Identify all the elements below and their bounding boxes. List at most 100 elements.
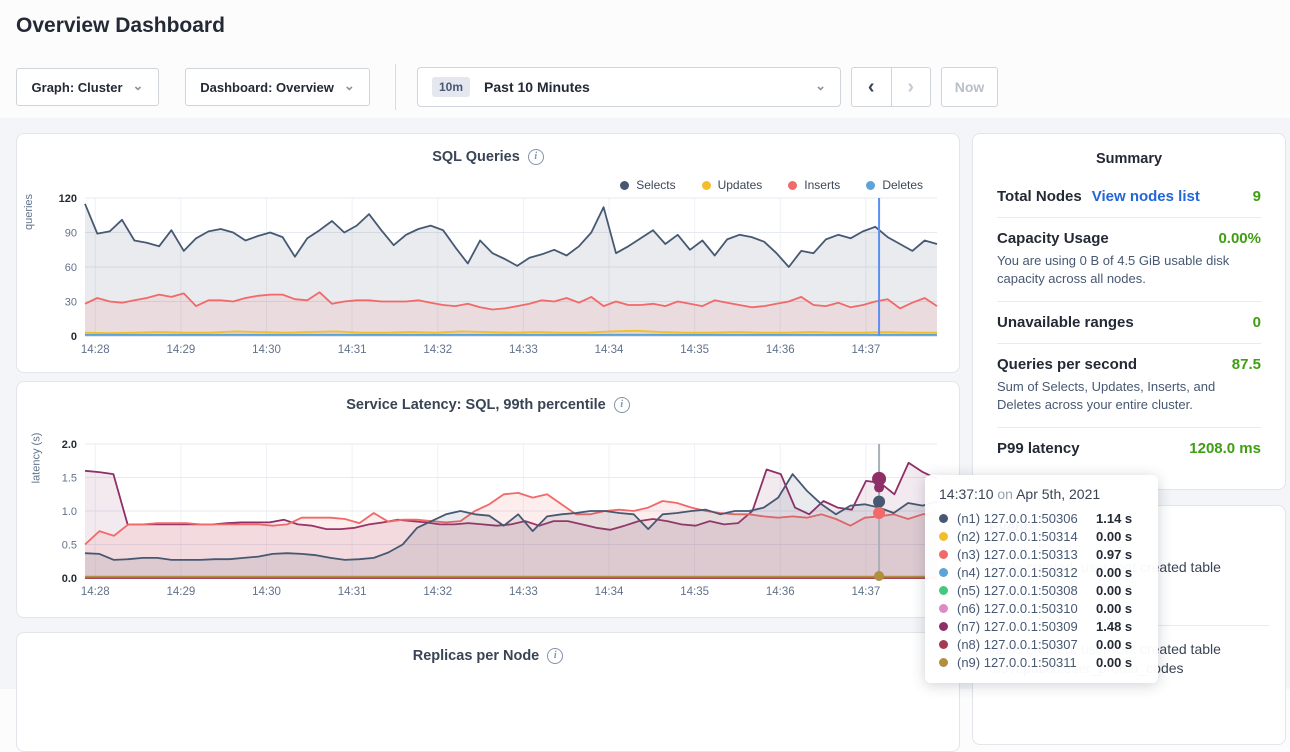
tooltip-node-value: 1.48 s [1096,619,1144,634]
sql-queries-card: SQL Queries i SelectsUpdatesInsertsDelet… [16,133,960,373]
unavailable-ranges-row: Unavailable ranges 0 [997,302,1261,344]
tooltip-node-value: 0.00 s [1096,637,1144,652]
svg-text:90: 90 [65,228,77,240]
sql-queries-chart[interactable]: 14:2814:2914:3014:3114:3214:3314:3414:35… [29,192,947,360]
chart-title: Replicas per Node [413,648,540,664]
svg-text:60: 60 [65,262,77,274]
svg-text:14:36: 14:36 [766,344,795,356]
svg-text:0: 0 [71,331,77,343]
svg-text:14:37: 14:37 [851,586,880,598]
inserts-series-dot-icon [788,181,797,190]
queries-per-second-value: 87.5 [1232,356,1261,373]
tooltip-row: (n1) 127.0.0.1:503061.14 s [939,509,1144,527]
info-icon[interactable]: i [547,648,563,664]
chevron-left-icon: ‹ [868,76,875,99]
legend-label: Selects [636,178,675,192]
time-pager: ‹ › [851,67,931,107]
legend-item: Deletes [866,178,923,192]
legend-item: Updates [702,178,763,192]
legend-item: Selects [620,178,675,192]
chevron-down-icon: ⌄ [344,79,355,92]
tooltip-node-value: 0.97 s [1096,547,1144,562]
legend-item: Inserts [788,178,840,192]
tooltip-node-value: 0.00 s [1096,583,1144,598]
tooltip-time: 14:37:10 [939,486,994,502]
tooltip-node-label: (n4) 127.0.0.1:50312 [957,565,1078,580]
view-nodes-list-link[interactable]: View nodes list [1092,188,1200,205]
tooltip-row: (n8) 127.0.0.1:50307 0.00 s [939,635,1144,653]
tooltip-node-value: 0.00 s [1096,529,1144,544]
tooltip-node-label: (n8) 127.0.0.1:50307 [957,637,1078,652]
node-color-dot-icon [939,568,948,577]
p99-latency-value: 1208.0 ms [1189,440,1261,457]
svg-text:14:29: 14:29 [166,344,195,356]
queries-per-second-label: Queries per second [997,356,1137,373]
svg-text:14:30: 14:30 [252,344,281,356]
node-color-dot-icon [939,640,948,649]
node-color-dot-icon [939,622,948,631]
time-range-badge: 10m [432,77,470,97]
dashboard-dropdown[interactable]: Dashboard: Overview ⌄ [185,68,370,106]
tooltip-node-value: 0.00 s [1096,565,1144,580]
deletes-series-dot-icon [866,181,875,190]
service-latency-title-row: Service Latency: SQL, 99th percentile i [17,397,959,413]
svg-text:14:33: 14:33 [509,586,538,598]
svg-text:1.5: 1.5 [62,473,77,485]
dashboard-dropdown-label: Dashboard: Overview [200,80,334,95]
prev-time-button[interactable]: ‹ [852,68,892,106]
sql-queries-legend: Selects Updates Inserts Deletes [620,178,923,192]
p99-latency-row: P99 latency 1208.0 ms [997,428,1261,469]
info-icon[interactable]: i [528,149,544,165]
svg-text:14:32: 14:32 [423,586,452,598]
svg-text:14:34: 14:34 [595,344,624,356]
graph-dropdown[interactable]: Graph: Cluster ⌄ [16,68,159,106]
svg-text:14:31: 14:31 [338,344,367,356]
now-button[interactable]: Now [941,67,998,107]
svg-text:14:33: 14:33 [509,344,538,356]
total-nodes-row: Total Nodes View nodes list 9 [997,176,1261,218]
chevron-down-icon: ⌄ [133,79,144,92]
svg-text:14:29: 14:29 [166,586,195,598]
tooltip-node-value: 0.00 s [1096,655,1144,670]
capacity-usage-value: 0.00% [1218,230,1261,247]
svg-text:14:35: 14:35 [680,586,709,598]
tooltip-row: (n7) 127.0.0.1:503091.48 s [939,617,1144,635]
chart-title: Service Latency: SQL, 99th percentile [346,397,606,413]
tooltip-node-value: 1.14 s [1096,511,1144,526]
svg-text:14:28: 14:28 [81,344,110,356]
time-range-label: Past 10 Minutes [484,79,590,95]
service-latency-card: Service Latency: SQL, 99th percentile i … [16,381,960,618]
svg-text:14:35: 14:35 [680,344,709,356]
unavailable-ranges-value: 0 [1253,314,1261,331]
tooltip-timestamp: 14:37:10 on Apr 5th, 2021 [939,486,1144,502]
capacity-usage-label: Capacity Usage [997,230,1109,247]
next-time-button[interactable]: › [892,68,931,106]
tooltip-row: (n3) 127.0.0.1:503130.97 s [939,545,1144,563]
tooltip-row: (n6) 127.0.0.1:503100.00 s [939,599,1144,617]
svg-text:1.0: 1.0 [62,506,77,518]
unavailable-ranges-label: Unavailable ranges [997,314,1134,331]
svg-text:14:36: 14:36 [766,586,795,598]
service-latency-chart[interactable]: 14:2814:2914:3014:3114:3214:3314:3414:35… [29,438,947,602]
node-color-dot-icon [939,604,948,613]
svg-text:0.5: 0.5 [62,540,77,552]
queries-per-second-description: Sum of Selects, Updates, Inserts, and De… [997,378,1261,415]
capacity-usage-row: Capacity Usage 0.00% You are using 0 B o… [997,218,1261,302]
info-icon[interactable]: i [614,397,630,413]
summary-panel: Summary Total Nodes View nodes list 9 Ca… [972,133,1286,490]
node-color-dot-icon [939,550,948,559]
chevron-right-icon: › [907,76,914,99]
total-nodes-value: 9 [1253,188,1261,205]
tooltip-node-label: (n9) 127.0.0.1:50311 [957,655,1077,670]
tooltip-node-value: 0.00 s [1096,601,1144,616]
svg-text:14:37: 14:37 [851,344,880,356]
svg-text:14:31: 14:31 [338,586,367,598]
queries-per-second-row: Queries per second 87.5 Sum of Selects, … [997,344,1261,428]
tooltip-node-label: (n2) 127.0.0.1:50314 [957,529,1078,544]
page-title: Overview Dashboard [16,14,225,38]
time-range-dropdown[interactable]: 10m Past 10 Minutes ⌄ [417,67,841,107]
latency-svg: 14:2814:2914:3014:3114:3214:3314:3414:35… [29,438,947,602]
chevron-down-icon: ⌄ [815,79,826,92]
tooltip-row: (n2) 127.0.0.1:50314 0.00 s [939,527,1144,545]
p99-latency-label: P99 latency [997,440,1080,457]
